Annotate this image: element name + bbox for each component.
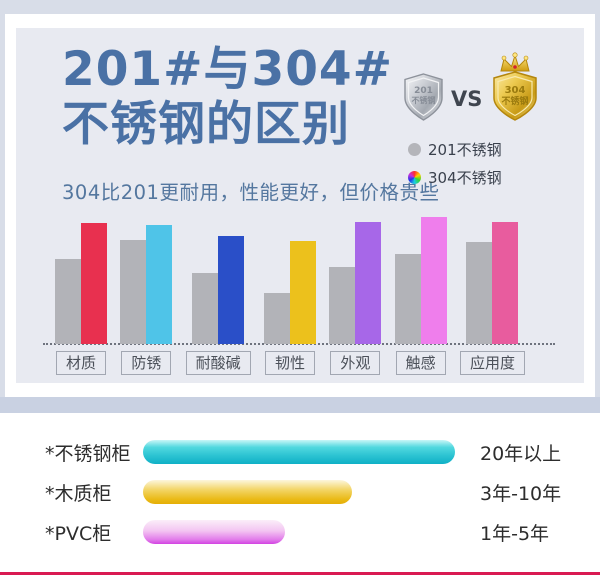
chart-column: 应用度 xyxy=(459,217,525,375)
bottom-white-footer xyxy=(0,575,600,579)
lifespan-value: 20年以上 xyxy=(480,442,562,465)
badges-row: 201 不锈钢 VS xyxy=(400,52,566,127)
color-wheel-icon xyxy=(408,171,421,184)
lifespan-bar xyxy=(143,480,352,504)
title-line-2: 不锈钢的区别 xyxy=(62,97,350,153)
category-label: 韧性 xyxy=(264,351,315,375)
category-label: 防锈 xyxy=(121,351,172,375)
chart-column: 韧性 xyxy=(264,217,316,375)
crown-gem-icon xyxy=(513,65,518,69)
bar-304 xyxy=(290,241,316,344)
lifespan-bar xyxy=(143,440,455,464)
lifespan-row: *PVC柜 1年-5年 xyxy=(45,520,600,545)
bar-201 xyxy=(329,267,356,344)
lifespan-row: *不锈钢柜 20年以上 xyxy=(45,440,600,465)
category-label: 应用度 xyxy=(459,351,525,375)
lifespan-value: 3年-10年 xyxy=(480,482,562,505)
page-title: 201#与304# 不锈钢的区别 xyxy=(62,42,393,153)
silver-badge-number: 201 xyxy=(414,86,433,96)
bar-304 xyxy=(146,225,173,344)
legend-item-201: 201不锈钢 xyxy=(408,139,566,160)
comparison-panel: 201#与304# 不锈钢的区别 304比201更耐用，性能更好，但价格贵些 xyxy=(16,28,584,383)
chart-column: 外观 xyxy=(329,217,382,375)
legend-label-304: 304不锈钢 xyxy=(428,169,502,187)
separator-band xyxy=(0,397,600,413)
bar-chart: 材质 防锈 耐酸碱 韧性 外观 触感 应用度 xyxy=(43,217,555,375)
category-label: 材质 xyxy=(55,351,106,375)
lifespan-bar-track xyxy=(143,480,478,504)
bar-304 xyxy=(218,236,245,344)
bar-304 xyxy=(355,222,382,344)
lifespan-value: 1年-5年 xyxy=(480,522,550,545)
lifespan-bar-track xyxy=(143,440,478,464)
bar-201 xyxy=(394,254,421,344)
gold-badge-text: 不锈钢 xyxy=(502,95,529,107)
gold-shield-icon: 304 不锈钢 xyxy=(486,52,544,127)
lifespan-rows: *不锈钢柜 20年以上 *木质柜 3年-10年 *PVC柜 1年-5年 xyxy=(45,440,600,545)
bar-201 xyxy=(55,259,81,344)
lifespan-bar-track xyxy=(143,520,478,544)
bar-201 xyxy=(192,273,219,344)
bar-201 xyxy=(466,242,493,344)
subtitle: 304比201更耐用，性能更好，但价格贵些 xyxy=(62,181,440,204)
chart-column: 触感 xyxy=(394,217,447,375)
category-label: 触感 xyxy=(395,351,446,375)
bar-304 xyxy=(420,217,447,344)
lifespan-label: *不锈钢柜 xyxy=(45,442,131,465)
lifespan-section: *不锈钢柜 20年以上 *木质柜 3年-10年 *PVC柜 1年-5年 xyxy=(0,413,600,572)
chart-column: 材质 xyxy=(55,217,107,375)
vs-label: VS xyxy=(451,87,483,111)
top-background-band xyxy=(0,0,600,14)
chart-column: 耐酸碱 xyxy=(185,217,251,375)
chart-column: 防锈 xyxy=(120,217,173,375)
category-label: 外观 xyxy=(330,351,381,375)
card-wrapper: 201#与304# 不锈钢的区别 304比201更耐用，性能更好，但价格贵些 xyxy=(0,14,600,397)
category-label: 耐酸碱 xyxy=(185,351,251,375)
legend-item-304: 304不锈钢 xyxy=(408,167,566,188)
silver-badge-text: 不锈钢 xyxy=(412,95,436,105)
bar-201 xyxy=(264,293,290,344)
comparison-card: 201#与304# 不锈钢的区别 304比201更耐用，性能更好，但价格贵些 xyxy=(5,14,595,397)
lifespan-label: *PVC柜 xyxy=(45,522,112,545)
silver-shield-icon: 201 不锈钢 xyxy=(400,71,447,127)
crown-icon xyxy=(500,52,531,72)
legend-label-201: 201不锈钢 xyxy=(428,141,502,159)
chart-baseline xyxy=(43,343,555,345)
bottom-red-divider xyxy=(0,572,600,575)
badges-block: 201 不锈钢 VS xyxy=(400,52,566,195)
bar-304 xyxy=(81,223,107,344)
bar-chart-columns: 材质 防锈 耐酸碱 韧性 外观 触感 应用度 xyxy=(43,217,555,375)
title-line-1: 201#与304# xyxy=(62,42,393,97)
bar-304 xyxy=(492,222,519,344)
chart-legend: 201不锈钢 304不锈钢 xyxy=(408,139,566,188)
bar-201 xyxy=(120,240,147,344)
lifespan-row: *木质柜 3年-10年 xyxy=(45,480,600,505)
lifespan-label: *木质柜 xyxy=(45,482,112,505)
lifespan-bar xyxy=(143,520,285,544)
gold-badge-number: 304 xyxy=(505,85,526,96)
gray-dot-icon xyxy=(408,143,421,156)
